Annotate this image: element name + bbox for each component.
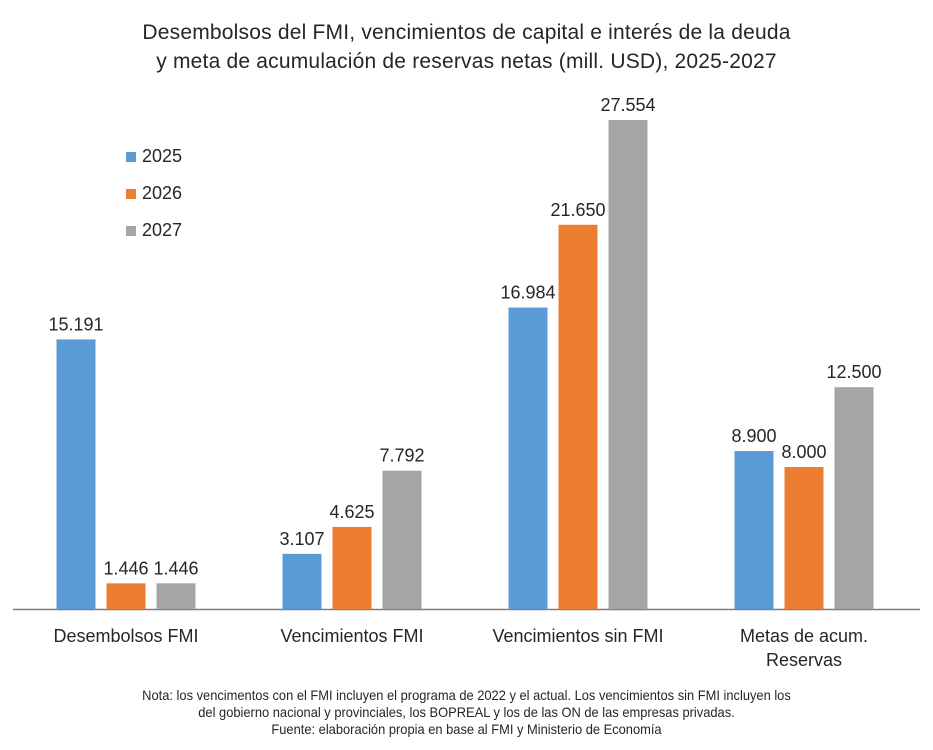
- data-label-2026-1: 1.446: [103, 558, 148, 578]
- footnote-source: Fuente: elaboración propia en base al FM…: [271, 721, 662, 737]
- data-label-2025-4: 8.900: [731, 426, 776, 446]
- legend-swatch-2026: [126, 188, 136, 199]
- legend-item-2027: 2027: [126, 220, 182, 241]
- data-label-2026-3: 21.650: [550, 200, 605, 220]
- bar-2026-1: [106, 583, 146, 609]
- category-label-3: Vencimientos sin FMI: [492, 626, 663, 646]
- category-label-4-line-1: Metas de acum.: [740, 626, 868, 646]
- footnote: Nota: los vencimentos con el FMI incluye…: [37, 687, 895, 738]
- bar-2027-3: [608, 120, 648, 609]
- legend-label-2026: 2026: [142, 183, 183, 203]
- data-label-2025-2: 3.107: [279, 529, 324, 549]
- data-label-2026-4: 8.000: [781, 442, 826, 462]
- legend-swatch-2025: [126, 151, 136, 162]
- bar-2027-2: [382, 470, 422, 609]
- bar-2025-2: [282, 553, 322, 609]
- bar-2027-1: [156, 583, 196, 609]
- category-label-1: Desembolsos FMI: [53, 626, 198, 646]
- data-label-2025-1: 15.191: [48, 314, 103, 334]
- bar-2025-1: [56, 339, 96, 609]
- bar-2026-2: [332, 526, 372, 609]
- data-label-2027-4: 12.500: [826, 362, 881, 382]
- data-label-2027-2: 7.792: [379, 446, 424, 466]
- data-label-2027-1: 1.446: [153, 558, 198, 578]
- bar-2027-4: [834, 387, 874, 609]
- footnote-line-2: del gobierno nacional y provinciales, lo…: [198, 704, 735, 720]
- data-label-2026-2: 4.625: [329, 502, 374, 522]
- category-label-4-line-2: Reservas: [766, 650, 842, 670]
- data-label-2025-3: 16.984: [500, 283, 555, 303]
- chart-title-line-1: Desembolsos del FMI, vencimientos de cap…: [142, 21, 791, 44]
- footnote-line-1: Nota: los vencimentos con el FMI incluye…: [142, 687, 791, 703]
- legend-label-2025: 2025: [142, 146, 183, 166]
- category-label-2: Vencimientos FMI: [280, 626, 423, 646]
- chart-title: Desembolsos del FMI, vencimientos de cap…: [0, 18, 933, 76]
- legend-label-2027: 2027: [142, 220, 183, 240]
- bar-2026-4: [784, 467, 824, 609]
- legend-swatch-2027: [126, 225, 136, 236]
- legend-item-2025: 2025: [126, 146, 182, 167]
- bar-2025-4: [734, 451, 774, 609]
- legend-item-2026: 2026: [126, 183, 182, 204]
- bar-2026-3: [558, 224, 598, 609]
- chart-title-line-2: y meta de acumulación de reservas netas …: [156, 50, 777, 73]
- data-label-2027-3: 27.554: [600, 95, 655, 115]
- bar-2025-3: [508, 307, 548, 609]
